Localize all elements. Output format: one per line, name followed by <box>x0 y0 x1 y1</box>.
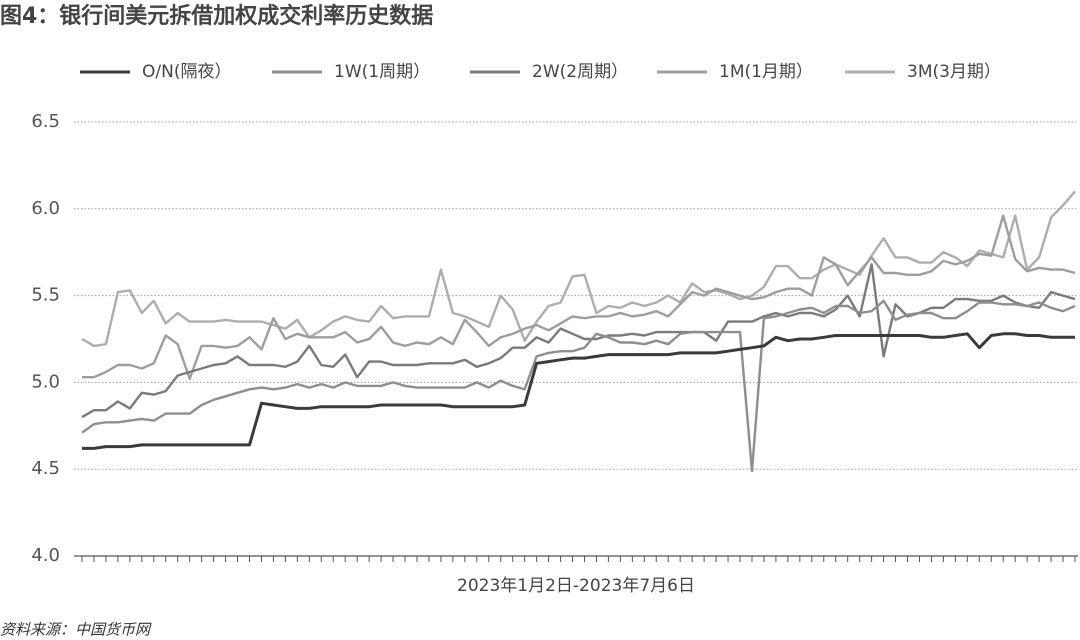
legend-label: 3M(3月期） <box>907 62 1001 82</box>
legend-label: 1W(1周期） <box>334 62 430 82</box>
series-line <box>81 299 1076 473</box>
legend-label: O/N(隔夜） <box>142 62 231 82</box>
series-line <box>81 190 1076 348</box>
y-tick-label: 6.0 <box>31 198 60 219</box>
chart-title: 图4：银行间美元拆借加权成交利率历史数据 <box>0 3 433 29</box>
x-axis-label: 2023年1月2日-2023年7月6日 <box>457 576 695 596</box>
series-line <box>82 214 1076 381</box>
legend-label: 2W(2周期） <box>532 62 628 82</box>
y-tick-label: 4.5 <box>31 458 60 479</box>
y-tick-label: 5.0 <box>31 371 60 392</box>
series-line <box>81 263 1076 419</box>
series-line <box>82 332 1075 450</box>
legend-label: 1M(1月期） <box>719 62 813 82</box>
y-tick-label: 4.0 <box>31 545 60 566</box>
y-tick-label: 6.5 <box>31 111 60 132</box>
y-tick-label: 5.5 <box>31 285 60 306</box>
source-note: 资料来源：中国货币网 <box>0 621 152 639</box>
